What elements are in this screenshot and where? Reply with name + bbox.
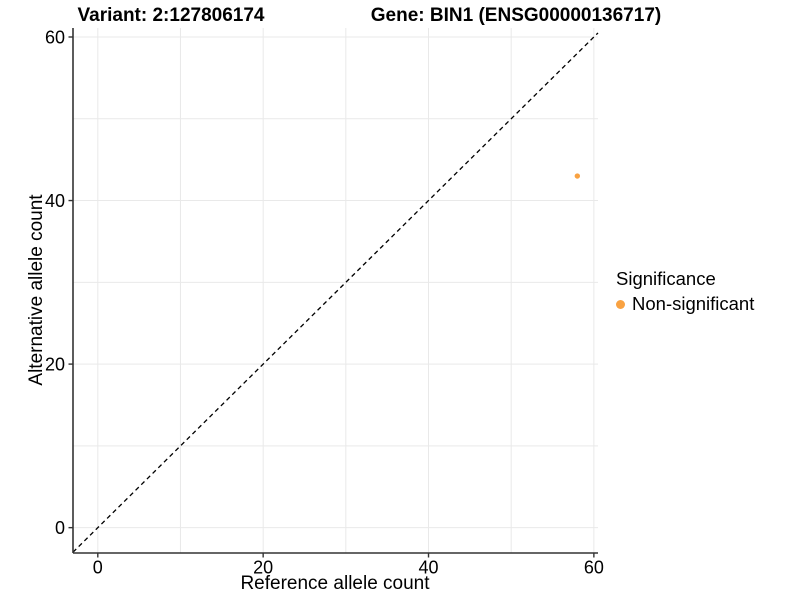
- plot-title-variant: Variant: 2:127806174: [77, 5, 265, 26]
- legend-point-icon: [616, 299, 625, 309]
- legend: Significance Non-significant: [616, 268, 754, 315]
- y-tick-label: 0: [55, 518, 65, 538]
- x-tick-label: 40: [418, 558, 438, 578]
- x-axis-title: Reference allele count: [240, 573, 430, 594]
- y-tick-label: 60: [45, 27, 65, 47]
- x-tick-label: 60: [584, 558, 604, 578]
- legend-entry: Non-significant: [616, 293, 754, 315]
- y-tick-label: 40: [45, 191, 65, 211]
- identity-line: [72, 32, 599, 553]
- data-point: [574, 173, 581, 179]
- x-tick-label: 20: [253, 558, 273, 578]
- x-tick-label: 0: [93, 558, 103, 578]
- legend-entry-label: Non-significant: [632, 293, 755, 314]
- legend-title: Significance: [616, 268, 716, 289]
- plot-title-gene: Gene: BIN1 (ENSG00000136717): [370, 5, 662, 26]
- y-tick-label: 20: [45, 355, 65, 375]
